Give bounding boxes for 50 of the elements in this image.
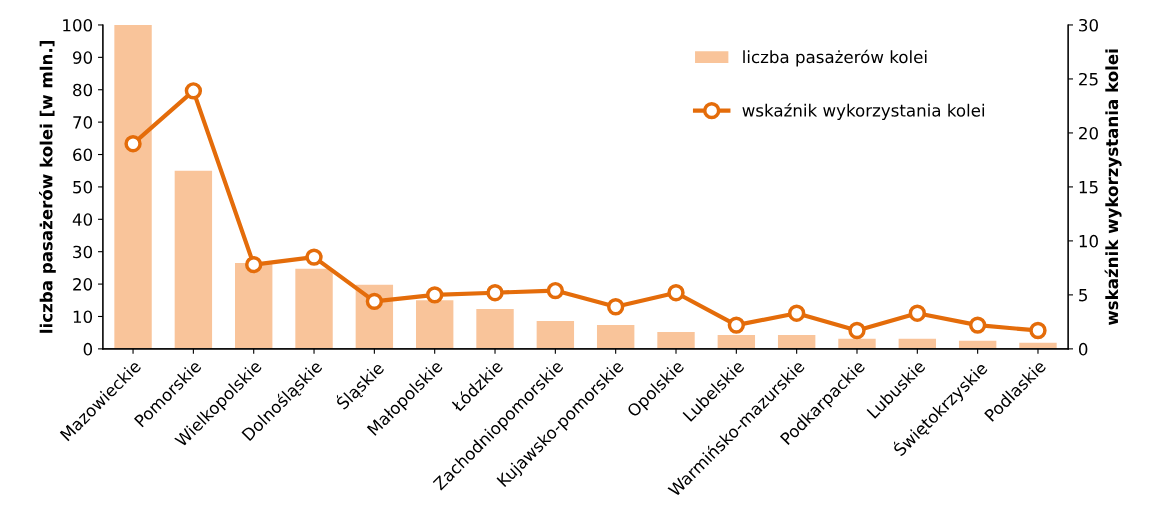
point [365,292,384,311]
bar [174,170,213,349]
point [848,321,866,340]
bar [235,263,273,349]
bar [717,334,756,349]
bar [415,300,454,349]
point [727,316,746,334]
y2-tick-label: 25 [1079,72,1098,86]
point [245,255,263,274]
y-tick-label: 20 [73,278,93,291]
point [124,135,142,153]
point [667,284,685,302]
y-tick-label: 100 [63,18,93,32]
y-axis-title: liczba pasażerów kolei [w mln.] [39,41,56,333]
point [546,281,565,300]
y-tick-label: 30 [73,245,93,259]
bar [657,332,695,349]
y-tick-label: 10 [73,310,93,324]
bar [114,24,152,349]
y-tick-label: 90 [73,51,93,64]
point [1029,321,1047,340]
point [606,298,625,316]
bar [536,321,575,349]
y2-tick-label: 30 [1079,18,1098,32]
bar [596,324,635,349]
point [426,286,444,304]
bar [777,334,816,349]
y-tick-label: 80 [73,83,93,97]
y2-tick-label: 15 [1079,181,1098,194]
y2-tick-label: 10 [1079,234,1098,248]
y-tick-label: 0 [83,342,93,356]
y-tick-label: 60 [73,148,93,162]
point [908,304,927,322]
point [787,304,806,322]
y2-tick-label: 20 [1079,126,1098,140]
point [486,284,504,302]
point [968,316,987,334]
y-tick-label: 40 [72,213,93,226]
point [184,82,203,100]
y-tick-label: 50 [73,180,93,194]
bar [838,338,876,349]
bar [295,268,333,349]
legend-label: liczba pasażerów kolei [743,49,927,67]
bar [476,309,514,349]
y2-axis-title: wskaźnik wykorzystania kolei [1104,49,1122,326]
legend-label: wskaźnik wykorzystania kolei [742,103,985,120]
y2-tick-label: 0 [1078,342,1088,356]
y-tick-label: 70 [73,116,93,129]
point [305,248,323,266]
y2-tick-label: 5 [1079,289,1088,302]
